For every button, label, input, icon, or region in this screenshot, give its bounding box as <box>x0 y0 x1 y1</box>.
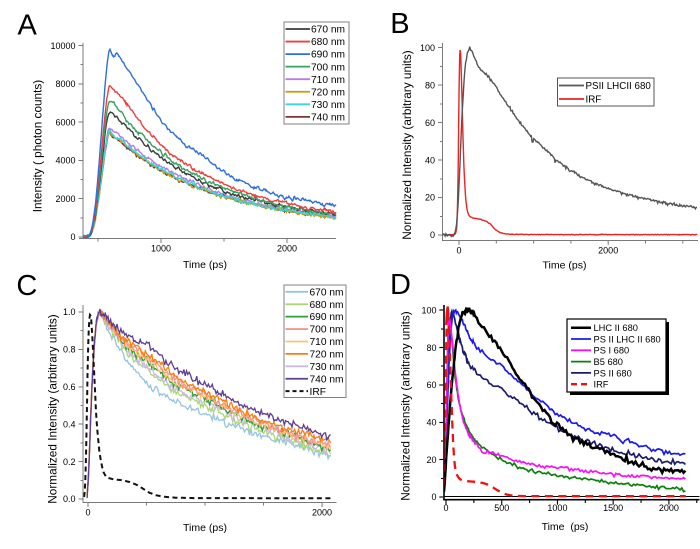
svg-text:0: 0 <box>443 503 448 513</box>
svg-text:1000: 1000 <box>547 503 567 513</box>
svg-text:20: 20 <box>426 455 436 465</box>
svg-text:2000: 2000 <box>659 503 679 513</box>
svg-text:4000: 4000 <box>55 156 75 166</box>
svg-text:2000: 2000 <box>55 194 75 204</box>
svg-text:IRF: IRF <box>594 380 609 390</box>
svg-text:A: A <box>18 10 38 42</box>
svg-text:100: 100 <box>420 43 435 53</box>
svg-text:0.0: 0.0 <box>63 494 76 504</box>
svg-text:B5 680: B5 680 <box>594 357 623 367</box>
svg-text:PSII LHCII 680: PSII LHCII 680 <box>586 81 652 92</box>
svg-text:0.2: 0.2 <box>63 457 76 467</box>
svg-text:6000: 6000 <box>55 117 75 127</box>
svg-text:0: 0 <box>430 230 435 240</box>
svg-text:0: 0 <box>431 492 436 502</box>
svg-text:Time (ps): Time (ps) <box>183 259 227 271</box>
svg-text:2000: 2000 <box>312 508 332 518</box>
svg-text:700 nm: 700 nm <box>311 62 345 73</box>
svg-text:Normalized Intensity (arbitrar: Normalized Intensity (arbitrary units) <box>46 314 60 504</box>
svg-text:PS II LHC II 680: PS II LHC II 680 <box>594 334 661 344</box>
svg-text:60: 60 <box>425 118 435 128</box>
svg-text:730 nm: 730 nm <box>310 362 344 373</box>
svg-text:730 nm: 730 nm <box>311 100 345 111</box>
svg-text:20: 20 <box>425 193 435 203</box>
svg-text:1500: 1500 <box>603 503 623 513</box>
svg-text:740 nm: 740 nm <box>311 112 345 123</box>
svg-text:690 nm: 690 nm <box>311 50 345 61</box>
svg-text:0.4: 0.4 <box>63 419 76 429</box>
svg-text:40: 40 <box>426 417 436 427</box>
svg-text:PS I 680: PS I 680 <box>594 346 630 356</box>
svg-text:D: D <box>390 269 411 301</box>
svg-text:740 nm: 740 nm <box>310 374 344 385</box>
svg-text:B: B <box>390 8 409 40</box>
svg-text:Normalized Intensity (arbitrar: Normalized Intensity (arbitrary units) <box>400 50 414 240</box>
svg-text:500: 500 <box>494 503 509 513</box>
svg-text:690 nm: 690 nm <box>310 312 344 323</box>
svg-text:10000: 10000 <box>50 41 75 51</box>
svg-text:720 nm: 720 nm <box>310 350 344 361</box>
svg-text:700 nm: 700 nm <box>310 325 344 336</box>
svg-text:0: 0 <box>70 232 75 242</box>
svg-text:1.0: 1.0 <box>63 307 76 317</box>
svg-text:720 nm: 720 nm <box>311 87 345 98</box>
svg-text:60: 60 <box>426 380 436 390</box>
svg-text:LHC II 680: LHC II 680 <box>594 323 638 333</box>
svg-text:Normalized Intensity (arbitrar: Normalized Intensity (arbitrary units) <box>399 311 413 501</box>
svg-text:Intensity ( photon counts): Intensity ( photon counts) <box>31 80 45 213</box>
svg-text:Time (ps): Time (ps) <box>542 521 589 533</box>
svg-text:40: 40 <box>425 155 435 165</box>
svg-text:C: C <box>16 270 37 302</box>
svg-text:0: 0 <box>456 246 461 256</box>
svg-text:1000: 1000 <box>151 244 171 254</box>
svg-text:0.8: 0.8 <box>63 345 76 355</box>
svg-text:0.6: 0.6 <box>63 382 76 392</box>
svg-text:8000: 8000 <box>55 79 75 89</box>
svg-text:IRF: IRF <box>586 95 602 106</box>
svg-text:680 nm: 680 nm <box>310 300 344 311</box>
svg-text:2000: 2000 <box>277 244 297 254</box>
svg-text:670 nm: 670 nm <box>311 25 345 36</box>
svg-text:100: 100 <box>421 305 436 315</box>
svg-text:IRF: IRF <box>310 387 326 398</box>
svg-text:0: 0 <box>85 508 90 518</box>
svg-text:Time (ps): Time (ps) <box>543 260 587 272</box>
svg-text:670 nm: 670 nm <box>310 287 344 298</box>
svg-text:PS II 680: PS II 680 <box>594 368 632 378</box>
svg-text:710 nm: 710 nm <box>310 337 344 348</box>
svg-text:80: 80 <box>426 343 436 353</box>
svg-text:Time (ps): Time (ps) <box>183 522 227 534</box>
svg-text:80: 80 <box>425 80 435 90</box>
svg-text:680 nm: 680 nm <box>311 37 345 48</box>
svg-text:2000: 2000 <box>598 246 618 256</box>
svg-text:710 nm: 710 nm <box>311 75 345 86</box>
